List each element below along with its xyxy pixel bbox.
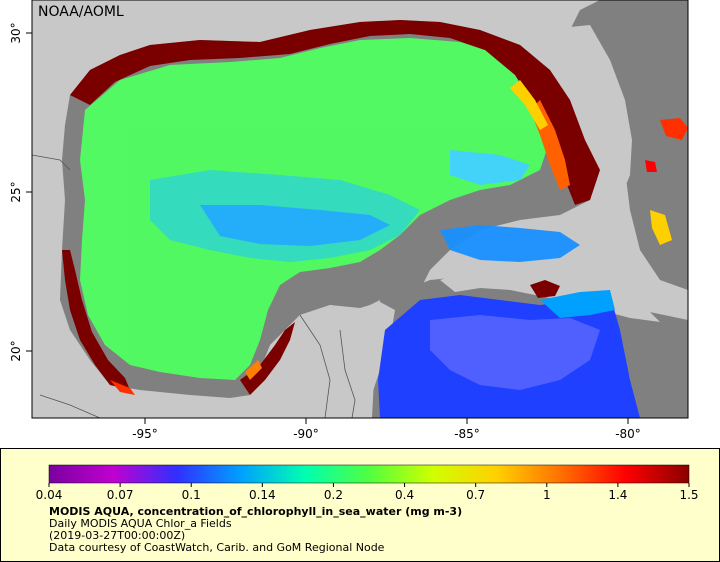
lon-tick-label: -80°	[615, 427, 641, 441]
lat-tick-label: 20°	[9, 340, 23, 361]
lat-axis	[26, 32, 32, 352]
caribbean-chlorophyll	[378, 290, 640, 418]
colorbar-tick-label: 1	[543, 488, 551, 502]
colorbar-ticks: 0.04 0.07 0.1 0.14 0.2 0.4 0.7 1 1.4 1.5	[36, 483, 699, 502]
legend-title: MODIS AQUA, concentration_of_chlorophyll…	[49, 505, 463, 518]
legend-line2: Daily MODIS AQUA Chlor_a Fields	[49, 517, 232, 530]
legend-text: MODIS AQUA, concentration_of_chlorophyll…	[49, 506, 462, 554]
country-borders	[31, 154, 356, 419]
colorbar-tick-label: 1.5	[679, 488, 698, 502]
lon-axis	[144, 418, 629, 424]
legend-panel: 0.04 0.07 0.1 0.14 0.2 0.4 0.7 1 1.4 1.5 MODIS AQ…	[0, 448, 720, 562]
lat-tick-label: 25°	[9, 181, 23, 202]
lon-tick-label: -90°	[293, 427, 319, 441]
colorbar-tick-label: 0.4	[395, 488, 414, 502]
lon-tick-label: -85°	[454, 427, 480, 441]
legend-line4: Data courtesy of CoastWatch, Carib. and …	[49, 541, 385, 554]
legend-line3: (2019-03-27T00:00:00Z)	[49, 529, 186, 542]
colorbar-tick-label: 0.04	[36, 488, 63, 502]
colorbar-tick-label: 0.7	[466, 488, 485, 502]
credit-label: NOAA/AOML	[38, 4, 124, 20]
yucatan-land	[270, 302, 395, 418]
florida-land	[530, 25, 632, 200]
colorbar-tick-label: 0.2	[324, 488, 343, 502]
colorbar-tick-label: 1.4	[608, 488, 627, 502]
chlorophyll-field	[80, 38, 580, 380]
lat-tick-label: 30°	[9, 22, 23, 43]
map-frame	[31, 0, 689, 419]
colorbar-gradient	[48, 464, 690, 484]
map-canvas: -95° -90° -85° -80° 30° 25° 20°	[9, 0, 689, 441]
colorbar: 0.04 0.07 0.1 0.14 0.2 0.4 0.7 1 1.4 1.5	[36, 464, 699, 502]
lon-tick-label: -95°	[132, 427, 158, 441]
colorbar-tick-label: 0.07	[107, 488, 134, 502]
coastal-high-chlorophyll	[62, 20, 688, 395]
colorbar-tick-label: 0.1	[182, 488, 201, 502]
colorbar-tick-label: 0.14	[249, 488, 276, 502]
